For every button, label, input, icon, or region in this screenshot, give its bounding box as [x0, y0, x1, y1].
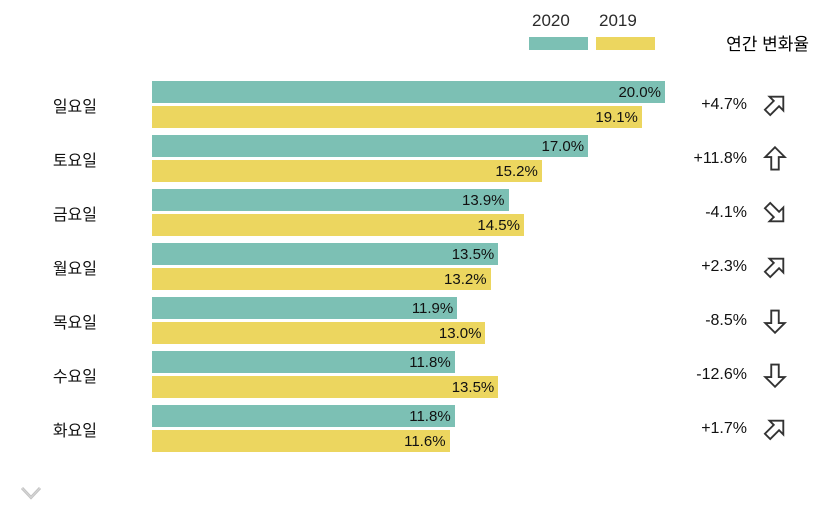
bar-2019: 15.2%: [152, 160, 542, 182]
chart-row-monday: 월요일 13.5% 13.2% +2.3%: [0, 243, 815, 290]
bar-value-label: 13.0%: [438, 324, 482, 342]
bar-2020: 20.0%: [152, 81, 665, 103]
trend-up-right-arrow-icon: [759, 89, 791, 121]
category-label: 월요일: [52, 260, 97, 278]
bar-value-label: 11.8%: [409, 353, 451, 371]
annual-change-value: +4.7%: [701, 95, 747, 113]
bar-2019: 13.5%: [152, 376, 499, 398]
flourish-double-chevron-down-icon: [19, 485, 43, 510]
bar-value-label: 14.5%: [477, 216, 520, 234]
bar-value-label: 11.6%: [404, 432, 446, 450]
trend-down-right-arrow-icon: [759, 197, 791, 229]
annual-change-value: +2.3%: [701, 257, 747, 275]
bar-2020: 17.0%: [152, 135, 589, 157]
chart-row-wednesday: 수요일 11.8% 13.5% -12.6%: [0, 351, 815, 398]
bar-value-label: 13.5%: [451, 245, 495, 263]
bar-2020: 11.8%: [152, 405, 455, 427]
bar-chart: 일요일 20.0% 19.1% +4.7% 토요일 17.0% 15.2% +1…: [0, 81, 815, 452]
bar-value-label: 20.0%: [618, 83, 661, 101]
legend-label-2020: 2020: [532, 11, 570, 30]
chart-row-friday: 금요일 13.9% 14.5% -4.1%: [0, 189, 815, 236]
annual-change-cell: +11.8%: [665, 143, 815, 175]
trend-down-arrow-icon: [759, 359, 791, 391]
annual-change-cell: -8.5%: [665, 305, 815, 337]
category-label: 토요일: [52, 152, 97, 170]
bar-2019: 13.2%: [152, 268, 491, 290]
bar-2019: 14.5%: [152, 214, 524, 236]
bar-pair: 11.8% 11.6%: [152, 405, 665, 452]
bar-value-label: 13.2%: [444, 270, 487, 288]
annual-change-value: -4.1%: [705, 203, 747, 221]
chart-legend: 2020 2019: [529, 11, 655, 50]
chart-row-sunday: 일요일 20.0% 19.1% +4.7%: [0, 81, 815, 128]
bar-pair: 20.0% 19.1%: [152, 81, 665, 128]
legend-swatch-2020: [529, 37, 588, 50]
annual-change-value: +1.7%: [701, 419, 747, 437]
trend-up-right-arrow-icon: [759, 251, 791, 283]
chart-row-saturday: 토요일 17.0% 15.2% +11.8%: [0, 135, 815, 182]
bar-2020: 11.8%: [152, 351, 455, 373]
annual-change-cell: -12.6%: [665, 359, 815, 391]
category-label: 목요일: [52, 314, 97, 332]
bar-value-label: 11.9%: [411, 299, 454, 317]
bar-pair: 13.5% 13.2%: [152, 243, 665, 290]
change-column-header: 연간 변화율: [726, 35, 809, 54]
trend-up-right-arrow-icon: [759, 413, 791, 445]
bar-value-label: 11.8%: [409, 407, 451, 425]
annual-change-cell: +1.7%: [665, 413, 815, 445]
trend-up-arrow-icon: [759, 143, 791, 175]
annual-change-cell: +2.3%: [665, 251, 815, 283]
annual-change-value: -12.6%: [696, 365, 747, 383]
legend-swatch-2019: [596, 37, 655, 50]
bar-value-label: 13.5%: [451, 378, 495, 396]
annual-change-value: -8.5%: [705, 311, 747, 329]
category-label: 수요일: [52, 368, 97, 386]
annual-change-cell: +4.7%: [665, 89, 815, 121]
bar-2020: 11.9%: [152, 297, 458, 319]
annual-change-value: +11.8%: [693, 149, 747, 167]
bar-value-label: 13.9%: [461, 191, 505, 209]
bar-2020: 13.5%: [152, 243, 499, 265]
bar-2019: 13.0%: [152, 322, 486, 344]
bar-pair: 13.9% 14.5%: [152, 189, 665, 236]
bar-value-label: 15.2%: [495, 162, 538, 180]
bar-value-label: 17.0%: [541, 137, 585, 155]
category-label: 화요일: [52, 422, 97, 440]
legend-item-2019: 2019: [596, 11, 655, 50]
category-label: 금요일: [52, 206, 97, 224]
bar-2019: 19.1%: [152, 106, 642, 128]
bar-pair: 11.8% 13.5%: [152, 351, 665, 398]
bar-2020: 13.9%: [152, 189, 509, 211]
annual-change-cell: -4.1%: [665, 197, 815, 229]
trend-down-arrow-icon: [759, 305, 791, 337]
category-label: 일요일: [52, 98, 97, 116]
bar-value-label: 19.1%: [595, 108, 638, 126]
bar-pair: 17.0% 15.2%: [152, 135, 665, 182]
bar-2019: 11.6%: [152, 430, 450, 452]
chart-row-tuesday: 화요일 11.8% 11.6% +1.7%: [0, 405, 815, 452]
legend-item-2020: 2020: [529, 11, 588, 50]
chart-row-thursday: 목요일 11.9% 13.0% -8.5%: [0, 297, 815, 344]
bar-pair: 11.9% 13.0%: [152, 297, 665, 344]
legend-label-2019: 2019: [599, 11, 637, 30]
